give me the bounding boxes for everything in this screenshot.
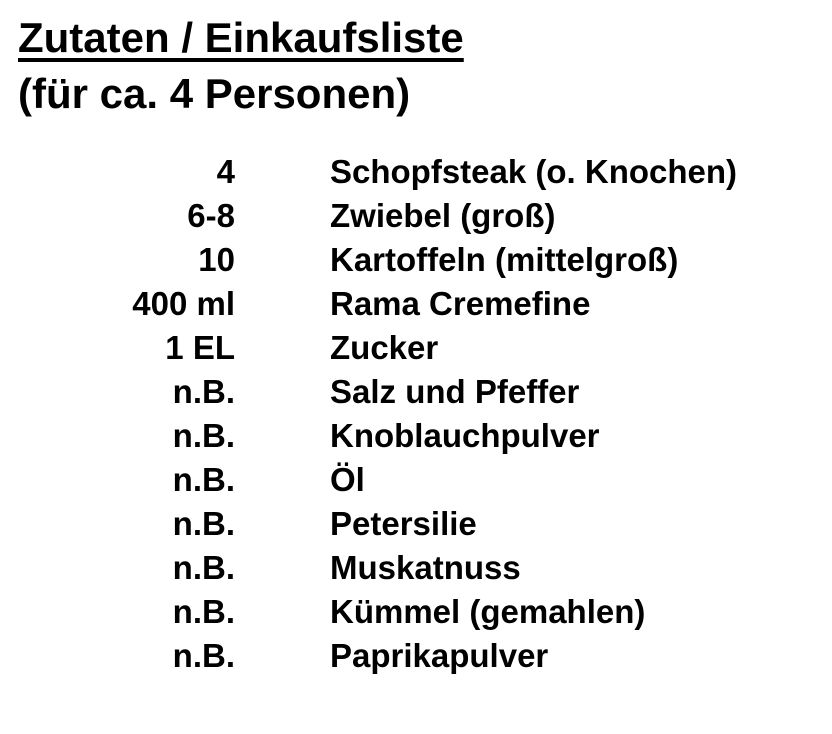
list-item: 10 Kartoffeln (mittelgroß) [18,238,832,282]
item-quantity: n.B. [172,417,235,454]
item-name: Öl [330,461,365,498]
page-title-text: Zutaten / Einkaufsliste [18,14,464,61]
item-name: Petersilie [330,505,477,542]
item-quantity: n.B. [172,637,235,674]
item-quantity: n.B. [172,549,235,586]
list-item: n.B. Kümmel (gemahlen) [18,590,832,634]
item-name: Schopfsteak (o. Knochen) [330,153,738,190]
item-name: Muskatnuss [330,549,521,586]
item-name: Rama Cremefine [330,285,591,322]
item-quantity: 6-8 [187,197,235,234]
list-item: n.B. Salz und Pfeffer [18,370,832,414]
item-name: Paprikapulver [330,637,549,674]
item-quantity: 4 [216,153,235,190]
item-name: Zwiebel (groß) [330,197,556,234]
item-quantity: n.B. [172,593,235,630]
item-quantity: n.B. [172,505,235,542]
item-name: Kümmel (gemahlen) [330,593,646,630]
ingredient-list: 4 Schopfsteak (o. Knochen) 6-8 Zwiebel (… [18,150,832,678]
item-name: Zucker [330,329,439,366]
item-name: Kartoffeln (mittelgroß) [330,241,679,278]
item-quantity: n.B. [172,373,235,410]
item-quantity: n.B. [172,461,235,498]
list-item: 4 Schopfsteak (o. Knochen) [18,150,832,194]
list-item: n.B. Paprikapulver [18,634,832,678]
item-name: Salz und Pfeffer [330,373,580,410]
item-quantity: 400 ml [132,285,235,322]
item-quantity: 10 [198,241,235,278]
list-item: n.B. Petersilie [18,502,832,546]
list-item: n.B. Öl [18,458,832,502]
list-item: 6-8 Zwiebel (groß) [18,194,832,238]
list-item: n.B. Knoblauchpulver [18,414,832,458]
list-item: n.B. Muskatnuss [18,546,832,590]
list-item: 400 ml Rama Cremefine [18,282,832,326]
page-title: Zutaten / Einkaufsliste [18,10,832,66]
list-item: 1 EL Zucker [18,326,832,370]
page-subtitle: (für ca. 4 Personen) [18,70,411,117]
item-name: Knoblauchpulver [330,417,600,454]
item-quantity: 1 EL [165,329,235,366]
